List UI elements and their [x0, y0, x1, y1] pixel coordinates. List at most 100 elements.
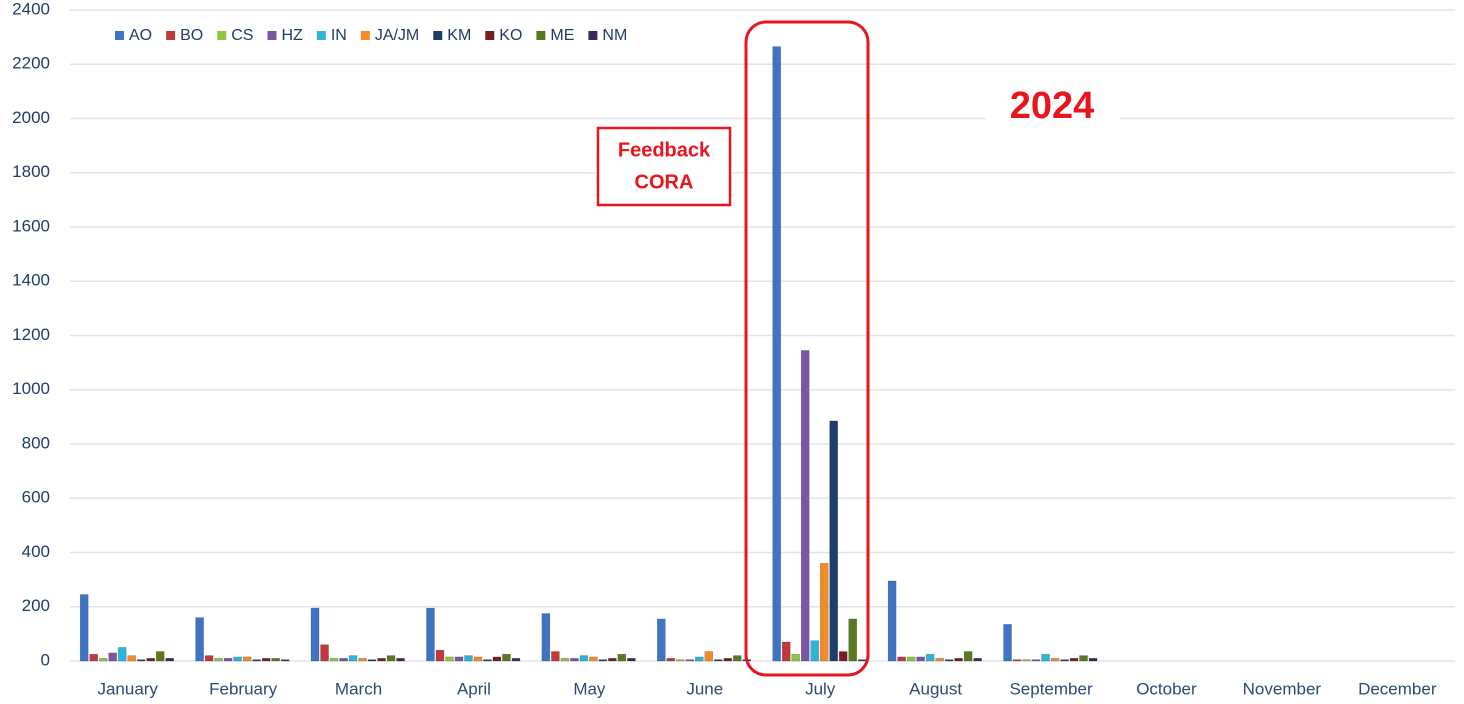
bar: [781, 641, 791, 662]
bar: [1088, 657, 1098, 662]
bar: [252, 659, 261, 662]
bar: [551, 651, 560, 662]
bar: [195, 617, 204, 662]
bar: [1069, 657, 1079, 662]
bar: [454, 656, 464, 662]
legend-label: AO: [129, 27, 152, 44]
x-tick-label: November: [1243, 679, 1322, 698]
bar: [810, 640, 820, 662]
y-tick-label: 0: [41, 650, 50, 669]
bar-layer: [79, 46, 1098, 662]
bar: [435, 649, 445, 662]
legend-swatch: [433, 31, 443, 40]
bar: [666, 657, 676, 662]
bar: [339, 657, 348, 662]
y-tick-label: 800: [22, 433, 50, 452]
bar: [396, 657, 405, 662]
bar: [1003, 624, 1012, 662]
bar: [829, 420, 839, 662]
bar: [906, 656, 916, 662]
year-backdrop: [986, 82, 1120, 134]
bar: [1060, 659, 1069, 662]
bar: [589, 656, 598, 662]
x-tick-label: February: [209, 679, 278, 698]
bar: [127, 655, 137, 662]
legend-label: KO: [499, 27, 522, 44]
bar: [973, 657, 982, 662]
x-tick-label: August: [909, 679, 962, 698]
legend-swatch: [115, 31, 124, 40]
bar: [1079, 655, 1088, 662]
bar: [386, 655, 396, 662]
bar: [98, 657, 108, 662]
bar: [579, 655, 589, 662]
legend-label: NM: [602, 27, 627, 44]
bar: [704, 651, 714, 662]
bar: [772, 46, 782, 662]
bar: [320, 644, 329, 662]
bar: [608, 657, 617, 662]
bar: [925, 653, 935, 662]
bar: [492, 656, 502, 662]
legend-swatch: [316, 31, 326, 40]
bar: [117, 647, 127, 662]
bar: [857, 659, 867, 662]
bar: [271, 657, 280, 662]
bar: [261, 657, 271, 662]
y-tick-label: 1800: [12, 162, 50, 181]
bar: [963, 651, 973, 662]
x-tick-label: May: [573, 679, 606, 698]
y-tick-label: 1400: [12, 271, 50, 290]
x-tick-label: April: [457, 679, 491, 698]
bar: [713, 659, 723, 662]
y-tick-label: 2000: [12, 108, 50, 127]
bar: [377, 657, 386, 662]
bar: [791, 653, 801, 662]
bar: [502, 653, 511, 662]
bar: [887, 580, 897, 662]
bar: [358, 657, 367, 662]
bar: [732, 655, 742, 662]
bar: [800, 350, 810, 662]
legend-swatch: [267, 31, 277, 40]
bar: [511, 657, 521, 662]
grid-layer: [70, 9, 1455, 662]
bar: [155, 651, 165, 662]
highlight-box: [744, 20, 870, 677]
bar: [1050, 657, 1060, 662]
legend-swatch: [588, 31, 598, 40]
legend-label: IN: [331, 27, 347, 44]
annotation-text: Feedback: [618, 139, 711, 161]
x-tick-label: June: [686, 679, 723, 698]
bar: [310, 607, 320, 662]
x-tick-label: January: [97, 679, 158, 698]
bar: [617, 653, 627, 662]
bar: [935, 657, 944, 662]
bar: [598, 659, 608, 662]
y-tick-label: 400: [22, 542, 50, 561]
bar: [214, 657, 223, 662]
bar: [89, 653, 99, 662]
bar: [146, 657, 156, 662]
bar: [426, 607, 435, 662]
bar: [204, 655, 214, 662]
bar: [108, 652, 118, 662]
bar: [223, 657, 233, 662]
bar: [242, 656, 252, 662]
legend-label: CS: [231, 27, 253, 44]
legend-swatch: [217, 31, 227, 40]
y-tick-label: 2200: [12, 54, 50, 73]
bar: [1012, 659, 1022, 662]
annotation-text: CORA: [635, 171, 694, 193]
legend-label: ME: [550, 27, 574, 44]
bar: [367, 659, 377, 662]
legend-swatch: [485, 31, 495, 40]
y-tick-label: 200: [22, 596, 50, 615]
legend-label: HZ: [281, 27, 303, 44]
x-tick-label: March: [335, 679, 382, 698]
y-tick-label: 1000: [12, 379, 50, 398]
legend-swatch: [360, 31, 370, 40]
bar: [445, 656, 454, 662]
bar: [483, 659, 492, 662]
